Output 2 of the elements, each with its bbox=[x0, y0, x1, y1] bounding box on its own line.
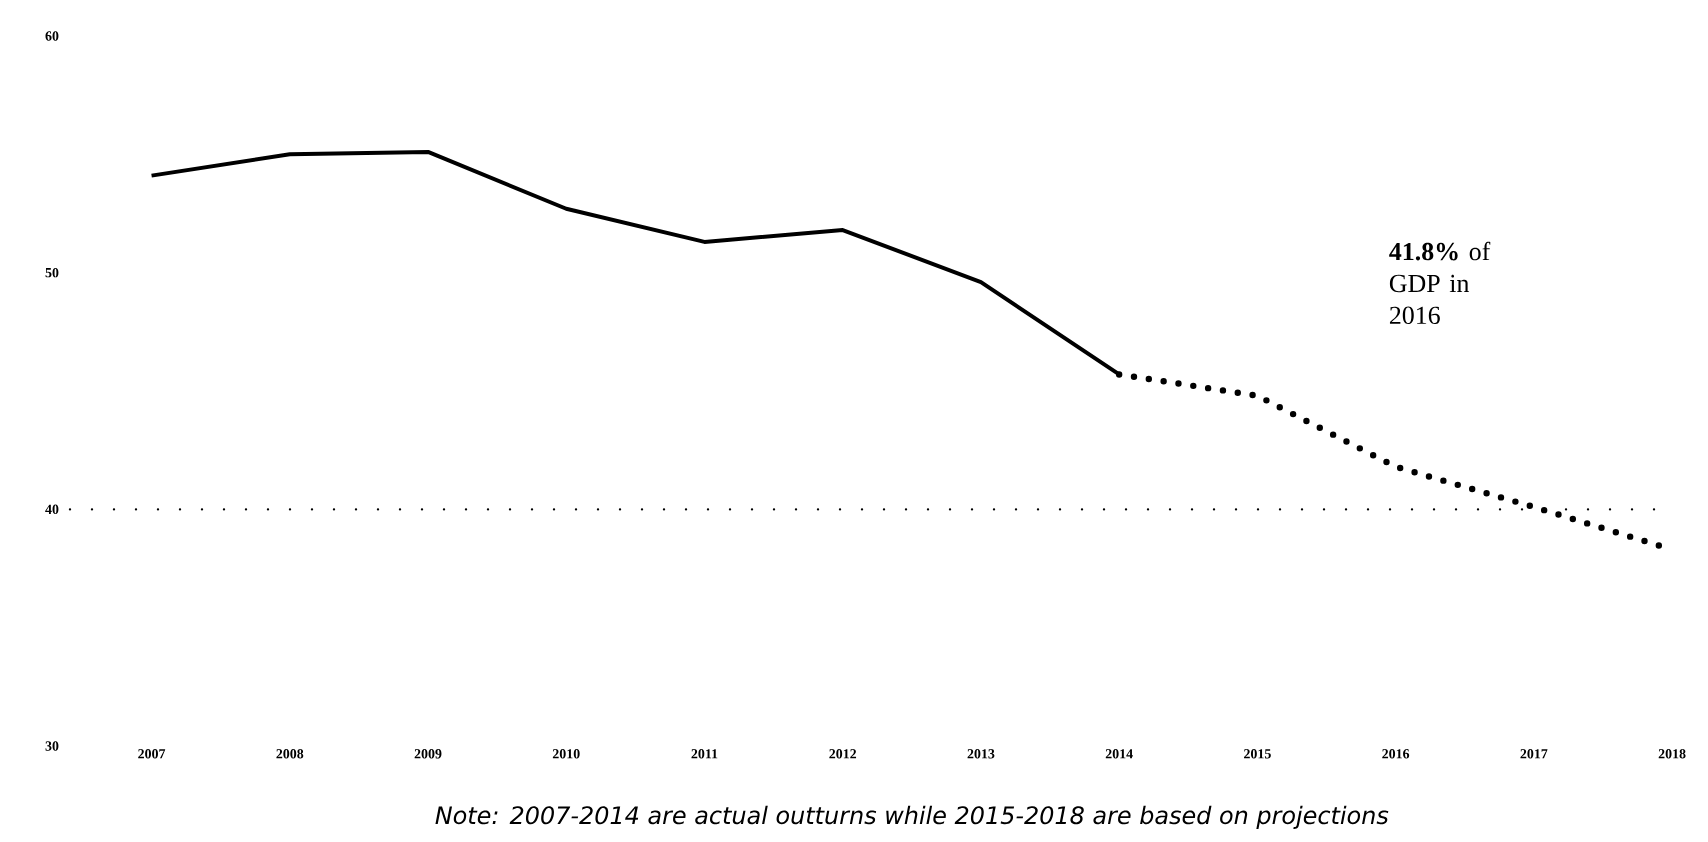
text: Note: 2007-2014 are actual outturns while 2015-2018 are based on projections bbox=[435, 805, 1389, 829]
annotation: 41.8% of GDP in 2016 bbox=[1389, 241, 1491, 325]
